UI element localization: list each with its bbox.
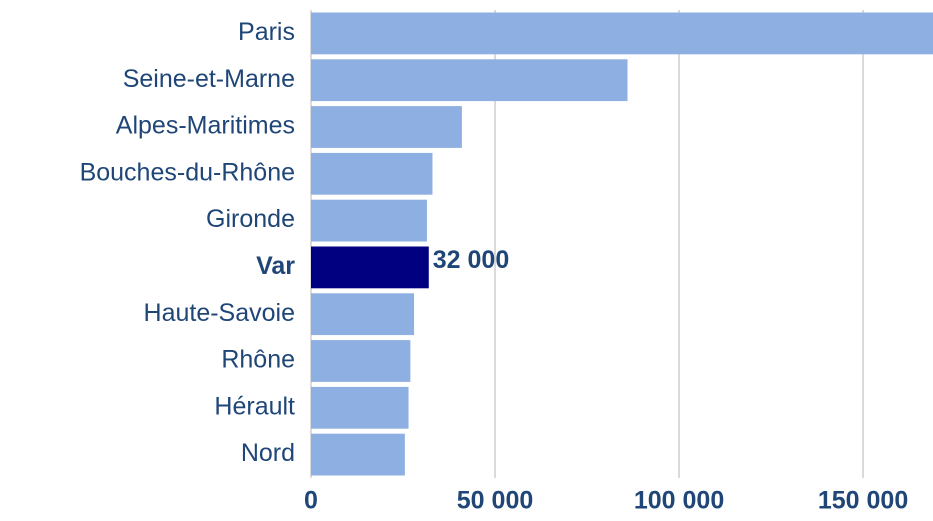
y-tick-label: Alpes-Maritimes xyxy=(116,112,295,140)
y-tick-label: Hérault xyxy=(214,392,295,420)
bar xyxy=(311,246,429,289)
bar xyxy=(311,340,411,382)
bar xyxy=(311,152,433,195)
bar xyxy=(311,12,933,55)
x-tick-label: 50 000 xyxy=(457,487,533,515)
y-tick-label: Rhône xyxy=(221,346,295,374)
y-tick-label: Nord xyxy=(241,439,295,467)
x-tick-label: 150 000 xyxy=(818,487,908,515)
bar xyxy=(311,106,462,148)
bar xyxy=(311,59,628,102)
y-tick-label: Bouches-du-Rhône xyxy=(80,158,295,186)
y-tick-label: Seine-et-Marne xyxy=(123,65,295,93)
y-tick-label: Var xyxy=(256,252,295,280)
bar xyxy=(311,386,409,429)
x-tick-label: 0 xyxy=(304,487,318,515)
x-tick-label: 100 000 xyxy=(634,487,724,515)
y-tick-label: Gironde xyxy=(206,205,295,233)
bar xyxy=(311,199,427,242)
data-label: 32 000 xyxy=(433,246,509,274)
bar xyxy=(311,293,415,336)
y-tick-label: Haute-Savoie xyxy=(144,299,295,327)
bar xyxy=(311,433,405,476)
y-tick-label: Paris xyxy=(238,18,295,46)
